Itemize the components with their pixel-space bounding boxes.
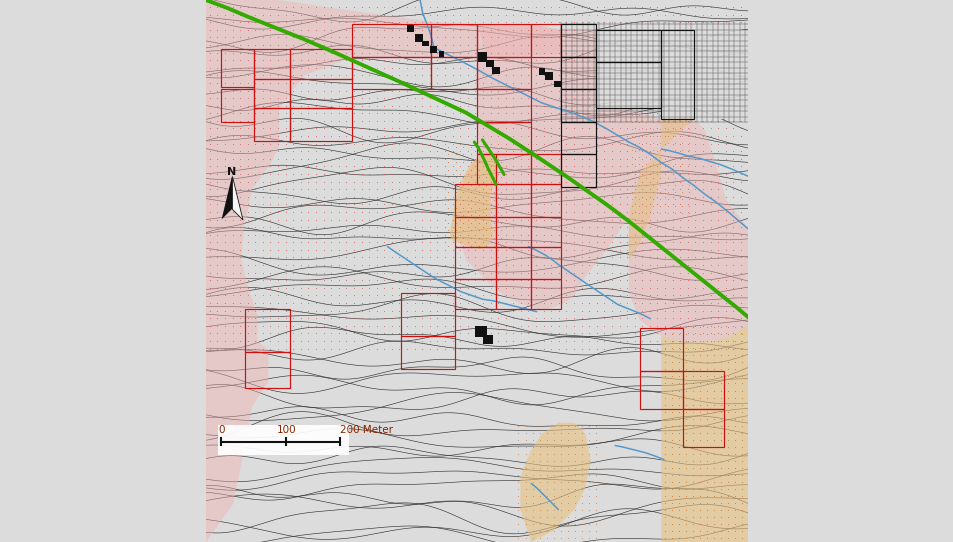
Bar bbox=[482, 335, 492, 344]
Bar bbox=[544, 72, 553, 80]
Bar bbox=[560, 122, 596, 154]
Bar bbox=[352, 57, 431, 89]
Bar bbox=[531, 154, 560, 184]
Text: N: N bbox=[227, 167, 236, 177]
Bar bbox=[415, 34, 422, 42]
Bar bbox=[560, 89, 596, 122]
Bar bbox=[475, 326, 487, 337]
Bar bbox=[476, 89, 531, 122]
Text: 200 Meter: 200 Meter bbox=[340, 425, 393, 435]
Bar bbox=[560, 24, 596, 57]
Bar bbox=[477, 52, 487, 62]
Bar bbox=[538, 68, 545, 75]
Bar bbox=[553, 81, 560, 87]
Bar bbox=[245, 352, 290, 388]
Bar bbox=[430, 46, 436, 53]
Bar bbox=[531, 24, 560, 57]
Bar bbox=[290, 49, 352, 79]
Bar bbox=[431, 24, 476, 57]
Bar bbox=[639, 371, 682, 409]
Bar bbox=[660, 30, 693, 119]
Bar bbox=[486, 61, 493, 67]
Bar bbox=[531, 247, 560, 279]
Bar bbox=[476, 154, 496, 184]
Bar bbox=[496, 279, 531, 309]
Bar bbox=[639, 328, 682, 371]
Bar bbox=[431, 57, 476, 89]
Text: 100: 100 bbox=[276, 425, 295, 435]
Bar bbox=[221, 89, 253, 122]
Bar bbox=[253, 49, 290, 79]
Bar bbox=[531, 217, 560, 247]
Bar bbox=[496, 184, 531, 217]
Bar bbox=[407, 25, 414, 32]
Bar bbox=[218, 425, 348, 455]
Bar bbox=[422, 41, 428, 46]
Text: 0: 0 bbox=[217, 425, 224, 435]
Bar bbox=[496, 247, 531, 279]
Bar bbox=[560, 57, 596, 89]
Bar bbox=[438, 51, 443, 57]
Bar bbox=[492, 67, 499, 74]
Bar bbox=[455, 217, 496, 247]
Bar bbox=[245, 309, 290, 352]
Bar bbox=[476, 122, 531, 154]
Bar bbox=[531, 184, 560, 217]
Bar bbox=[682, 371, 723, 409]
Bar bbox=[596, 30, 660, 62]
Bar bbox=[496, 154, 531, 184]
Bar bbox=[221, 49, 253, 87]
Bar bbox=[682, 409, 723, 447]
Bar bbox=[455, 184, 496, 217]
Bar bbox=[290, 108, 352, 141]
Bar bbox=[531, 279, 560, 309]
Bar bbox=[253, 108, 290, 141]
Bar bbox=[400, 336, 455, 369]
Bar bbox=[253, 79, 290, 108]
Bar bbox=[290, 79, 352, 108]
Bar bbox=[352, 24, 431, 57]
Bar bbox=[455, 279, 496, 309]
Bar bbox=[476, 57, 531, 89]
Bar bbox=[455, 247, 496, 279]
Bar bbox=[560, 154, 596, 187]
Bar bbox=[496, 217, 531, 247]
Bar bbox=[596, 62, 660, 108]
Bar bbox=[400, 293, 455, 336]
Bar bbox=[476, 24, 531, 57]
